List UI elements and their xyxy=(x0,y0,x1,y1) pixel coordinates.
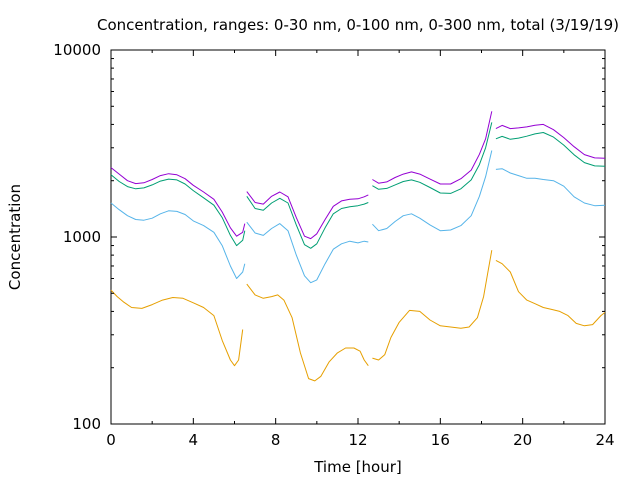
series-3-line xyxy=(495,132,606,167)
series-1-line xyxy=(110,289,244,367)
series-3-line xyxy=(246,196,369,249)
series-4-line xyxy=(246,191,369,240)
series-4-line xyxy=(372,111,493,185)
series-4-line xyxy=(495,123,606,159)
x-tick-label: 24 xyxy=(595,431,614,449)
x-tick-label: 12 xyxy=(348,431,367,449)
y-tick-label: 1000 xyxy=(63,228,101,246)
plot-border xyxy=(110,49,606,425)
x-axis-title: Time [hour] xyxy=(313,458,402,476)
x-tick-label: 8 xyxy=(271,431,281,449)
y-axis-title: Concentration xyxy=(6,184,24,290)
y-tick-label: 100 xyxy=(72,415,101,433)
series-layer xyxy=(110,111,606,382)
series-2-line xyxy=(495,168,606,207)
x-tick-label: 20 xyxy=(513,431,532,449)
chart-title: Concentration, ranges: 0-30 nm, 0-100 nm… xyxy=(97,16,619,34)
ticks-layer: 0 4 8 12 16 20 24 100 1000 10000 xyxy=(53,41,614,449)
series-2-line xyxy=(110,202,246,279)
x-tick-label: 16 xyxy=(431,431,450,449)
plot-frame xyxy=(110,49,606,425)
series-1-line xyxy=(495,259,606,327)
series-2-line xyxy=(246,221,369,284)
series-1-line xyxy=(372,250,493,361)
x-tick-label: 0 xyxy=(106,431,116,449)
y-tick-label: 10000 xyxy=(53,41,101,59)
series-3-line xyxy=(372,122,493,194)
series-2-line xyxy=(372,150,493,232)
series-1-line xyxy=(246,283,369,382)
x-tick-label: 4 xyxy=(189,431,199,449)
series-3-line xyxy=(110,174,246,247)
series-4-line xyxy=(110,167,246,237)
